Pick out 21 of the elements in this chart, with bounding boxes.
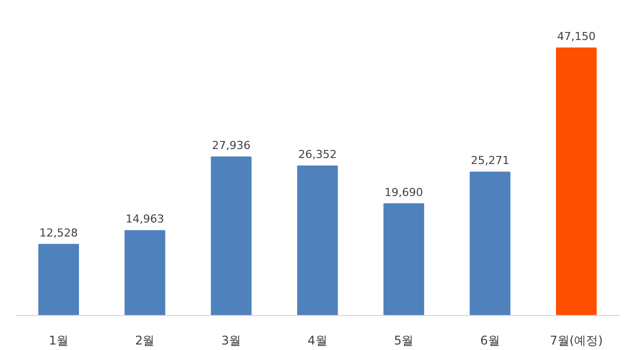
data-label: 26,352	[298, 148, 337, 161]
bar	[297, 165, 338, 316]
x-tick-label: 3월	[221, 334, 242, 348]
bar	[124, 230, 166, 316]
bar	[470, 172, 510, 316]
bar	[383, 203, 424, 316]
x-tick-label: 6월	[480, 334, 500, 348]
x-tick-label: 1월	[48, 334, 68, 348]
data-label: 25,271	[470, 154, 510, 168]
data-label: 19,690	[384, 186, 424, 199]
data-label: 27,936	[212, 138, 250, 152]
x-tick-label: 4월	[308, 334, 328, 348]
data-label: 12,528	[39, 226, 78, 240]
x-tick-label: 5월	[394, 334, 414, 348]
bar	[38, 244, 79, 316]
bar	[556, 47, 597, 316]
data-label: 47,150	[557, 30, 596, 43]
x-tick-label: 2월	[135, 334, 155, 348]
bar	[210, 156, 252, 316]
data-label: 14,963	[126, 212, 164, 226]
x-tick-label: 7월(예정)	[550, 334, 603, 348]
